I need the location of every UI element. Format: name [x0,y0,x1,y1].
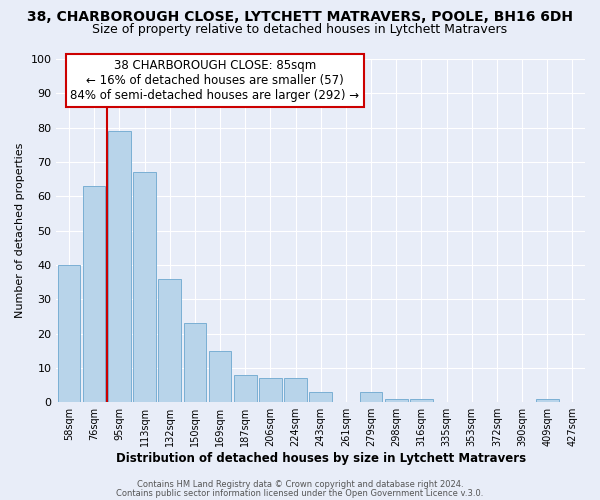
Text: 38, CHARBOROUGH CLOSE, LYTCHETT MATRAVERS, POOLE, BH16 6DH: 38, CHARBOROUGH CLOSE, LYTCHETT MATRAVER… [27,10,573,24]
Text: Contains HM Land Registry data © Crown copyright and database right 2024.: Contains HM Land Registry data © Crown c… [137,480,463,489]
Bar [360,392,382,402]
Bar [184,324,206,402]
Bar [108,131,131,402]
Bar [259,378,281,402]
Bar [536,399,559,402]
Text: Size of property relative to detached houses in Lytchett Matravers: Size of property relative to detached ho… [92,22,508,36]
Bar [310,392,332,402]
Bar [410,399,433,402]
Bar [83,186,106,402]
Bar [234,375,257,402]
Bar [284,378,307,402]
Bar [158,278,181,402]
Bar [58,265,80,402]
Text: 38 CHARBOROUGH CLOSE: 85sqm
← 16% of detached houses are smaller (57)
84% of sem: 38 CHARBOROUGH CLOSE: 85sqm ← 16% of det… [70,59,359,102]
Bar [133,172,156,402]
Bar [209,350,232,402]
Y-axis label: Number of detached properties: Number of detached properties [15,143,25,318]
X-axis label: Distribution of detached houses by size in Lytchett Matravers: Distribution of detached houses by size … [116,452,526,465]
Text: Contains public sector information licensed under the Open Government Licence v.: Contains public sector information licen… [116,488,484,498]
Bar [385,399,407,402]
